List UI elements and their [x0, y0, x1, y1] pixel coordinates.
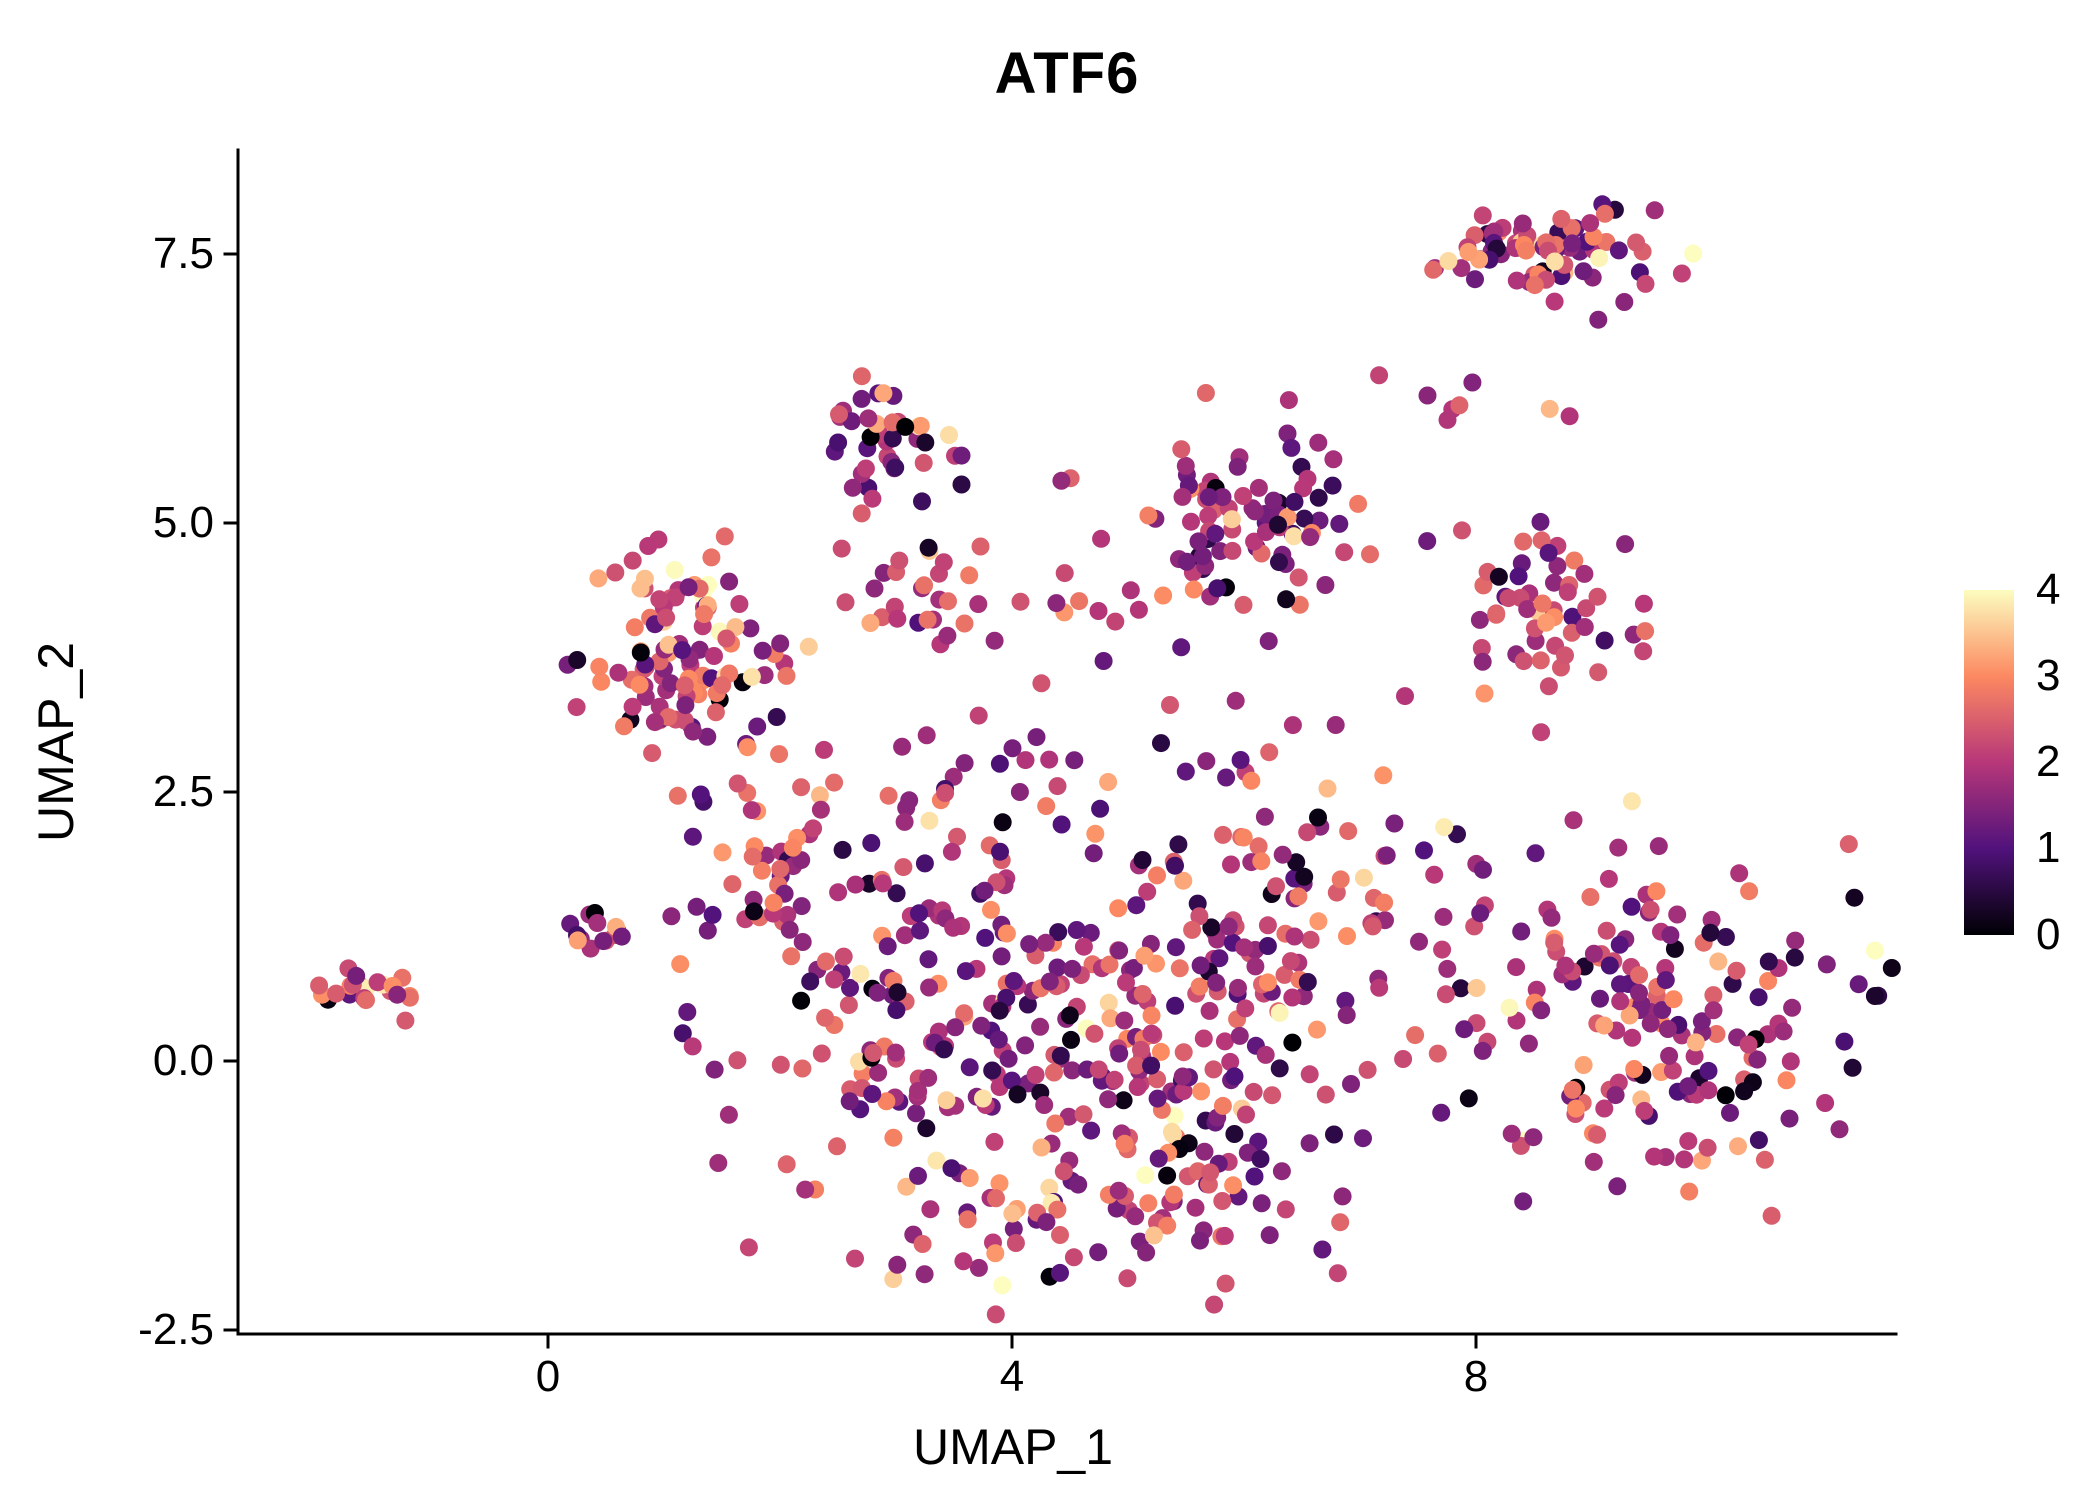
- x-tick-label-0: 0: [535, 1352, 561, 1401]
- colorbar-tick-0: 0: [2036, 910, 2061, 959]
- colorbar-gradient: [1964, 590, 2014, 935]
- y-tick-label-5-0: 5.0: [152, 498, 214, 547]
- colorbar-tick-4: 4: [2036, 565, 2061, 614]
- colorbar-tick-3: 3: [2036, 651, 2061, 700]
- colorbar-tick-2: 2: [2036, 737, 2061, 786]
- x-axis-label: UMAP_1: [912, 1419, 1114, 1475]
- chart-title: ATF6: [994, 41, 1140, 106]
- x-tick-label-4: 4: [999, 1352, 1025, 1401]
- colorbar-tick-1: 1: [2036, 823, 2061, 872]
- x-tick-label-8: 8: [1463, 1352, 1489, 1401]
- y-tick-label-0-0: 0.0: [152, 1036, 214, 1085]
- y-axis-label: UMAP_2: [28, 641, 84, 843]
- y-tick-label-neg-2-5: -2.5: [138, 1305, 214, 1354]
- y-tick-label-2-5: 2.5: [152, 767, 214, 816]
- y-tick-label-7-5: 7.5: [152, 229, 214, 278]
